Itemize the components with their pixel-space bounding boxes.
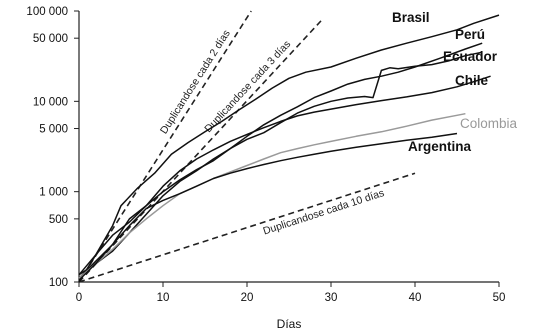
- x-tick-label: 50: [493, 292, 506, 304]
- x-tick-label: 20: [241, 292, 254, 304]
- x-tick-label: 10: [157, 292, 170, 304]
- x-tick-label: 0: [76, 292, 82, 304]
- reference-line-label: Duplicandose cada 10 días: [262, 187, 386, 237]
- series-line-chile: [78, 75, 491, 276]
- series-line-brasil: [78, 14, 500, 283]
- series-line-perú: [78, 42, 483, 276]
- x-axis-title: Días: [277, 317, 302, 331]
- series-label-chile: Chile: [455, 73, 488, 88]
- series-label-ecuador: Ecuador: [443, 49, 498, 64]
- series-label-brasil: Brasil: [392, 10, 430, 25]
- series-label-argentina: Argentina: [408, 139, 471, 154]
- y-tick-label: 10 000: [33, 96, 68, 108]
- series-label-perú: Perú: [455, 27, 485, 42]
- y-tick-label: 50 000: [33, 33, 68, 45]
- x-tick-label: 30: [325, 292, 338, 304]
- series-lines: [78, 14, 500, 283]
- y-tick-label: 100: [49, 277, 68, 289]
- series-labels: Brasil Perú Ecuador Chile Colombia Argentina: [392, 10, 518, 154]
- series-line-ecuador: [78, 51, 483, 279]
- y-tick-label: 500: [49, 214, 68, 226]
- reference-line: [78, 18, 324, 283]
- series-line-colombia: [78, 112, 466, 279]
- reference-line: [78, 10, 252, 283]
- y-tick-label: 1 000: [39, 187, 68, 199]
- series-label-colombia: Colombia: [460, 116, 518, 131]
- x-tick-label: 40: [409, 292, 422, 304]
- y-tick-label: 100 000: [26, 6, 68, 18]
- y-tick-label: 5 000: [39, 124, 68, 136]
- reference-line: [78, 172, 416, 283]
- series-line-argentina: [78, 132, 458, 281]
- axes: 0 10 20 30 40 50 Días 100 000 50 000 10 000 5 000 1…: [26, 6, 505, 331]
